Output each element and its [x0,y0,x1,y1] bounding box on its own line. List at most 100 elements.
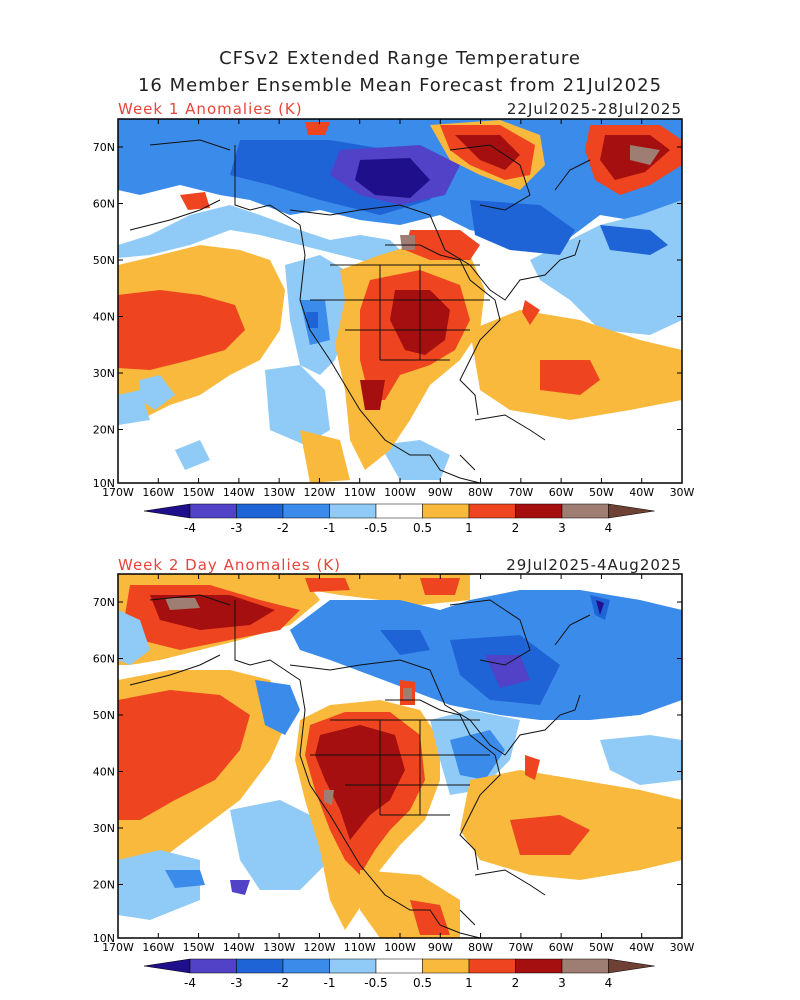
lon-label: 70W [508,941,533,954]
colorbar-label: -1 [324,976,336,990]
lon-label: 100W [384,486,416,499]
lon-label: 60W [549,486,574,499]
lat-label: 60N [93,653,115,666]
lat-label: 20N [93,424,115,437]
colorbar-label: -0.5 [364,521,387,535]
colorbar-segment [608,503,655,519]
colorbar-label: 3 [558,521,566,535]
colorbar-segment [143,503,191,519]
lat-label: 10N [93,932,115,945]
colorbar-segment [189,958,237,974]
lon-label: 30W [670,486,695,499]
colorbar-segment [282,503,330,519]
lat-label: 50N [93,709,115,722]
lon-label: 90W [428,941,453,954]
colorbar-segment [515,503,563,519]
colorbar-segment [282,958,330,974]
lon-label: 140W [223,941,255,954]
lon-label: 160W [142,941,174,954]
lon-label: 120W [303,941,335,954]
map-title-line2: 16 Member Ensemble Mean Forecast from 21… [137,75,663,96]
lat-label: 60N [93,198,115,211]
panel2-label: Week 2 Day Anomalies (K) [118,556,341,574]
colorbar-segment [143,958,191,974]
lat-label: 50N [93,254,115,267]
lon-label: 110W [344,941,376,954]
lon-label: 30W [670,941,695,954]
colorbar-segment [561,958,609,974]
lon-label: 130W [263,486,295,499]
colorbar-label: -0.5 [364,976,387,990]
colorbar-label: -3 [231,976,243,990]
colorbar-label: 3 [558,976,566,990]
colorbar-segment [329,958,377,974]
lat-label: 40N [93,311,115,324]
colorbar-segment [468,958,516,974]
colorbar-label: 4 [605,976,613,990]
lon-label: 110W [344,486,376,499]
colorbar-label: 0.5 [413,521,432,535]
map-title-line1: CFSv2 Extended Range Temperature [219,48,581,69]
lon-label: 160W [142,486,174,499]
colorbar-label: 1 [465,521,473,535]
lon-label: 130W [263,941,295,954]
colorbar-segment [422,958,470,974]
colorbar-label: -2 [277,976,289,990]
panel1-dates: 22Jul2025-28Jul2025 [506,100,682,118]
lon-label: 50W [589,486,614,499]
colorbar-segment [236,958,284,974]
lon-label: 150W [183,486,215,499]
lon-label: 80W [468,941,493,954]
colorbar-segment [236,503,284,519]
lat-label: 40N [93,766,115,779]
lat-label: 70N [93,596,115,609]
lat-label: 70N [93,141,115,154]
colorbar-label: -2 [277,521,289,535]
colorbar-label: 1 [465,976,473,990]
lon-label: 80W [468,486,493,499]
lat-label: 30N [93,822,115,835]
lon-label: 90W [428,486,453,499]
lon-label: 100W [384,941,416,954]
coastlines [129,139,591,483]
lat-label: 20N [93,879,115,892]
panel1-label: Week 1 Anomalies (K) [118,100,303,118]
lon-label: 150W [183,941,215,954]
colorbar-segment [375,958,423,974]
colorbar-label: -1 [324,521,336,535]
lon-label: 50W [589,941,614,954]
colorbar-segment [515,958,563,974]
anomaly-shading [118,119,682,483]
colorbar-label: 2 [512,976,520,990]
colorbar-label: -3 [231,521,243,535]
colorbar-segment [608,958,655,974]
colorbar-label: -4 [184,976,196,990]
colorbar-segment [422,503,470,519]
lat-label: 30N [93,367,115,380]
lon-label: 40W [629,486,654,499]
colorbar-label: 2 [512,521,520,535]
colorbar-label: -4 [184,521,196,535]
colorbar-segment [189,503,237,519]
lat-label: 10N [93,477,115,490]
panel2-dates: 29Jul2025-4Aug2025 [506,556,682,574]
lon-label: 40W [629,941,654,954]
colorbar-segment [561,503,609,519]
colorbar-week1: -4 -3 -2 -1 -0.5 0.5 1 2 3 4 [143,503,655,535]
lon-label: 70W [508,486,533,499]
lon-label: 170W [102,486,134,499]
colorbar-week2: -4 -3 -2 -1 -0.5 0.5 1 2 3 4 [143,958,655,990]
anomaly-shading [118,574,682,938]
colorbar-label: 0.5 [413,976,432,990]
lon-label: 60W [549,941,574,954]
lon-label: 170W [102,941,134,954]
lon-label: 120W [303,486,335,499]
colorbar-segment [375,503,423,519]
colorbar-segment [468,503,516,519]
coastlines [129,594,591,938]
colorbar-segment [329,503,377,519]
